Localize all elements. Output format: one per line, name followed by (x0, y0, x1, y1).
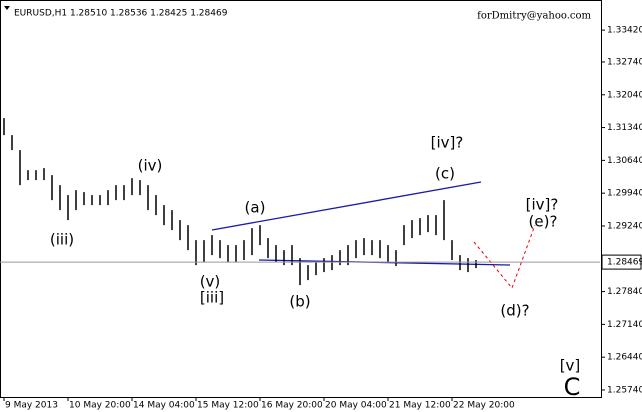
x-tick-label: 9 May 2013 (5, 401, 58, 411)
wave-label: (a) (245, 199, 266, 217)
x-tick-label: 21 May 12:00 (389, 401, 451, 411)
wave-label: (v) (200, 273, 221, 291)
x-tick-label: 16 May 20:00 (261, 401, 323, 411)
plot-frame (0, 0, 602, 398)
y-tick-label: 1.27840 (607, 287, 642, 297)
y-tick-label: 1.26440 (607, 353, 642, 363)
x-tick-label: 20 May 04:00 (325, 401, 387, 411)
wave-label: C (564, 373, 581, 401)
wave-label: [v] (560, 357, 581, 375)
dropdown-icon (4, 6, 10, 10)
wave-label: (b) (289, 293, 310, 311)
trendline-upper (211, 181, 482, 231)
y-tick-label: 1.29240 (607, 221, 642, 231)
y-tick-label: 1.32740 (607, 57, 642, 67)
x-tick-label: 22 May 20:00 (453, 401, 515, 411)
y-tick-label: 1.32040 (607, 90, 642, 100)
y-tick-label: 1.30640 (607, 156, 642, 166)
y-tick-label: 1.25740 (607, 385, 642, 395)
y-tick-label: 1.31340 (607, 123, 642, 133)
x-tick-label: 15 May 12:00 (197, 401, 259, 411)
x-tick-label: 14 May 04:00 (133, 401, 195, 411)
watermark: forDmitry@yahoo.com (477, 11, 591, 22)
chart-title: EURUSD,H1 1.28510 1.28536 1.28425 1.2846… (14, 9, 228, 19)
wave-label: [iv]? (431, 134, 464, 152)
x-tick-label: 10 May 20:00 (69, 401, 131, 411)
wave-label: (iv) (138, 157, 163, 175)
y-tick-label: 1.29940 (607, 189, 642, 199)
y-tick-label: 1.33420 (607, 26, 642, 36)
wave-label: (e)? (529, 213, 558, 231)
last-price-box (601, 254, 642, 270)
wave-label: [iii] (200, 289, 224, 307)
wave-label: (d)? (500, 302, 529, 320)
projection-path (473, 224, 536, 289)
wave-label: (iii) (50, 231, 74, 249)
wave-label: [iv]? (526, 196, 559, 214)
y-tick-label: 1.27140 (607, 320, 642, 330)
wave-label: (c) (435, 165, 455, 183)
last-price-label: 1.28469 (607, 258, 642, 268)
